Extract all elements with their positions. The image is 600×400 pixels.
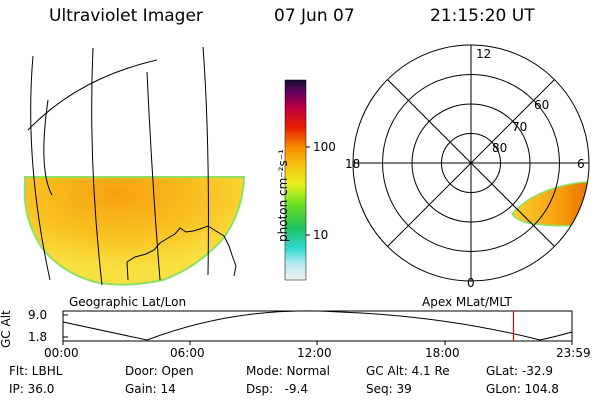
mlat-label-80: 80: [492, 141, 508, 155]
mlat-label-60: 60: [534, 98, 550, 112]
time-tick-label: 23:59: [556, 346, 591, 360]
altitude-min-label: 1.8: [28, 330, 48, 344]
mlt-label-0: 0: [467, 276, 475, 290]
time-tick-label: 12:00: [297, 346, 332, 360]
mlt-label-18: 18: [345, 157, 361, 171]
geographic-panel-label: Geographic Lat/Lon: [69, 295, 187, 309]
time-tick-label: 00:00: [44, 346, 79, 360]
door-info: Door: Open: [125, 364, 194, 378]
gain-info: Gain: 14: [125, 382, 176, 396]
time-tick-label: 06:00: [170, 346, 205, 360]
apex-panel-label: Apex MLat/MLT: [422, 295, 512, 309]
altitude-axis-label: GC Alt: [0, 310, 13, 348]
geographic-image: [24, 46, 246, 286]
mlat-label-70: 70: [512, 120, 528, 134]
glon-info: GLon: 104.8: [486, 382, 559, 396]
altitude-max-label: 9.0: [28, 308, 48, 322]
color-bar: [284, 79, 310, 281]
mlt-label-6: 6: [577, 157, 585, 171]
colorbar-tick-10: 10: [313, 228, 329, 242]
colorbar-unit-label: photon cm⁻²s⁻¹: [276, 149, 290, 242]
glat-info: GLat: -32.9: [486, 364, 553, 378]
instrument-title: Ultraviolet Imager: [49, 6, 203, 26]
time-tick-label: 18:00: [425, 346, 460, 360]
mlt-label-12: 12: [476, 47, 492, 61]
dsp-info: Dsp: -9.4: [246, 382, 309, 396]
observation-time: 21:15:20 UT: [430, 6, 535, 26]
observation-date: 07 Jun 07: [274, 6, 355, 26]
gc-alt-info: GC Alt: 4.1 Re: [366, 364, 450, 378]
filter-info: Flt: LBHL: [9, 364, 63, 378]
apex-polar-plot: [352, 44, 590, 282]
ip-info: IP: 36.0: [9, 382, 55, 396]
mode-info: Mode: Normal: [246, 364, 330, 378]
sequence-info: Seq: 39: [366, 382, 412, 396]
colorbar-tick-100: 100: [313, 140, 336, 154]
altitude-plot: [62, 310, 573, 345]
